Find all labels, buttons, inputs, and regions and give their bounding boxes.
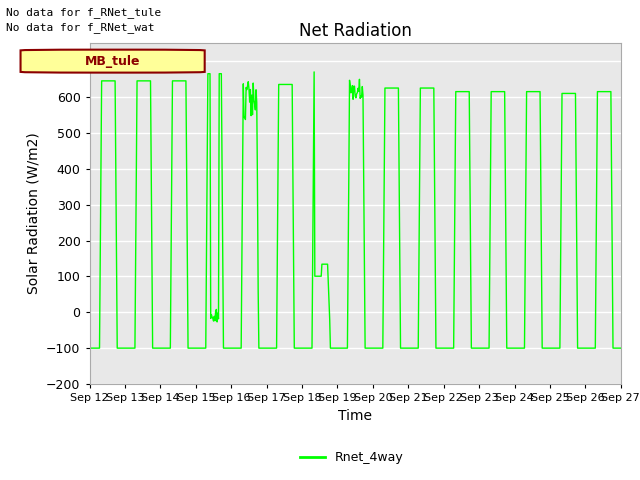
Text: No data for f_RNet_wat: No data for f_RNet_wat (6, 22, 155, 33)
Legend: Rnet_4way: Rnet_4way (295, 446, 409, 469)
Text: MB_tule: MB_tule (85, 55, 140, 68)
Text: No data for f_RNet_tule: No data for f_RNet_tule (6, 7, 162, 18)
Y-axis label: Solar Radiation (W/m2): Solar Radiation (W/m2) (27, 133, 41, 294)
X-axis label: Time: Time (338, 408, 372, 422)
Title: Net Radiation: Net Radiation (299, 22, 412, 40)
FancyBboxPatch shape (20, 49, 205, 72)
